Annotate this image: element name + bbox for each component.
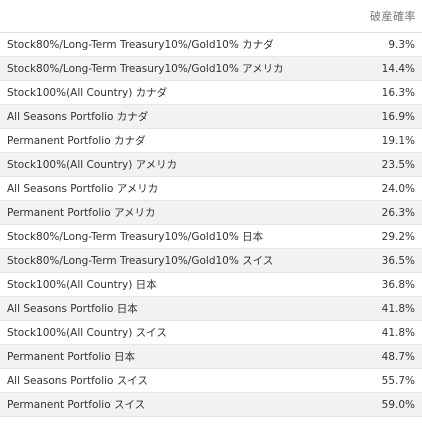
portfolio-name: Stock100%(All Country) カナダ: [7, 87, 168, 99]
table-row: Stock80%/Long-Term Treasury10%/Gold10% カ…: [0, 33, 422, 57]
portfolio-name: Stock80%/Long-Term Treasury10%/Gold10% カ…: [7, 39, 274, 51]
ruin-probability-value: 24.0%: [381, 182, 415, 195]
table-row: Stock100%(All Country) カナダ 16.3%: [0, 81, 422, 105]
ruin-probability-value: 36.5%: [381, 254, 415, 267]
portfolio-name: Permanent Portfolio 日本: [7, 351, 135, 363]
portfolio-name: All Seasons Portfolio カナダ: [7, 111, 149, 123]
portfolio-name: Permanent Portfolio スイス: [7, 399, 146, 411]
table-row: Stock100%(All Country) 日本 36.8%: [0, 273, 422, 297]
portfolio-name: Permanent Portfolio カナダ: [7, 135, 146, 147]
ruin-probability-value: 16.9%: [381, 110, 415, 123]
portfolio-name: Permanent Portfolio アメリカ: [7, 207, 156, 219]
ruin-probability-value: 48.7%: [381, 350, 415, 363]
table-row: Stock80%/Long-Term Treasury10%/Gold10% ス…: [0, 249, 422, 273]
portfolio-name: Stock100%(All Country) 日本: [7, 279, 157, 291]
portfolio-name: Stock80%/Long-Term Treasury10%/Gold10% ア…: [7, 63, 284, 75]
table-row: Permanent Portfolio 日本 48.7%: [0, 345, 422, 369]
ruin-probability-value: 23.5%: [381, 158, 415, 171]
ruin-probability-value: 19.1%: [381, 134, 415, 147]
ruin-probability-value: 41.8%: [381, 326, 415, 339]
table-row: All Seasons Portfolio アメリカ 24.0%: [0, 177, 422, 201]
portfolio-name: Stock80%/Long-Term Treasury10%/Gold10% ス…: [7, 255, 274, 267]
ruin-probability-value: 9.3%: [388, 38, 415, 51]
table-row: Stock80%/Long-Term Treasury10%/Gold10% 日…: [0, 225, 422, 249]
column-header-ruin-probability: 破産確率: [370, 10, 416, 23]
table-row: Permanent Portfolio スイス 59.0%: [0, 393, 422, 417]
table-row: Permanent Portfolio カナダ 19.1%: [0, 129, 422, 153]
table-row: All Seasons Portfolio 日本 41.8%: [0, 297, 422, 321]
ruin-probability-value: 36.8%: [381, 278, 415, 291]
portfolio-name: All Seasons Portfolio アメリカ: [7, 183, 159, 195]
ruin-probability-value: 14.4%: [381, 62, 415, 75]
portfolio-name: All Seasons Portfolio 日本: [7, 303, 138, 315]
portfolio-name: Stock80%/Long-Term Treasury10%/Gold10% 日…: [7, 231, 264, 243]
ruin-probability-value: 29.2%: [381, 230, 415, 243]
table-row: Stock100%(All Country) アメリカ 23.5%: [0, 153, 422, 177]
table-row: All Seasons Portfolio カナダ 16.9%: [0, 105, 422, 129]
table-row: Permanent Portfolio アメリカ 26.3%: [0, 201, 422, 225]
portfolio-name: Stock100%(All Country) スイス: [7, 327, 167, 339]
ruin-probability-value: 55.7%: [381, 374, 415, 387]
ruin-probability-value: 41.8%: [381, 302, 415, 315]
table-header: 破産確率: [0, 0, 422, 33]
portfolio-name: Stock100%(All Country) アメリカ: [7, 159, 178, 171]
ruin-probability-value: 16.3%: [381, 86, 415, 99]
table-row: Stock80%/Long-Term Treasury10%/Gold10% ア…: [0, 57, 422, 81]
portfolio-name: All Seasons Portfolio スイス: [7, 375, 148, 387]
ruin-probability-value: 59.0%: [381, 398, 415, 411]
table-row: Stock100%(All Country) スイス 41.8%: [0, 321, 422, 345]
table-row: All Seasons Portfolio スイス 55.7%: [0, 369, 422, 393]
ruin-probability-value: 26.3%: [381, 206, 415, 219]
